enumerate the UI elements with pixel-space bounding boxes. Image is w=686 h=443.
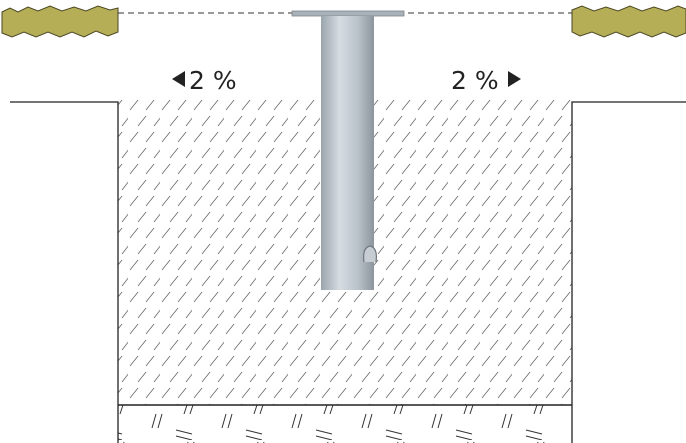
trench-right (571, 101, 686, 443)
arrow-right (508, 71, 521, 87)
slope-label-left: 2 % (189, 66, 237, 95)
grass-right (571, 5, 686, 38)
pipe (321, 16, 374, 290)
slope-label-right: 2 % (451, 66, 499, 95)
grass-left (1, 5, 119, 38)
arrow-left (172, 71, 185, 87)
base-plate (291, 10, 405, 17)
hook (363, 245, 377, 263)
soil (118, 405, 572, 443)
trench-left (10, 101, 119, 443)
